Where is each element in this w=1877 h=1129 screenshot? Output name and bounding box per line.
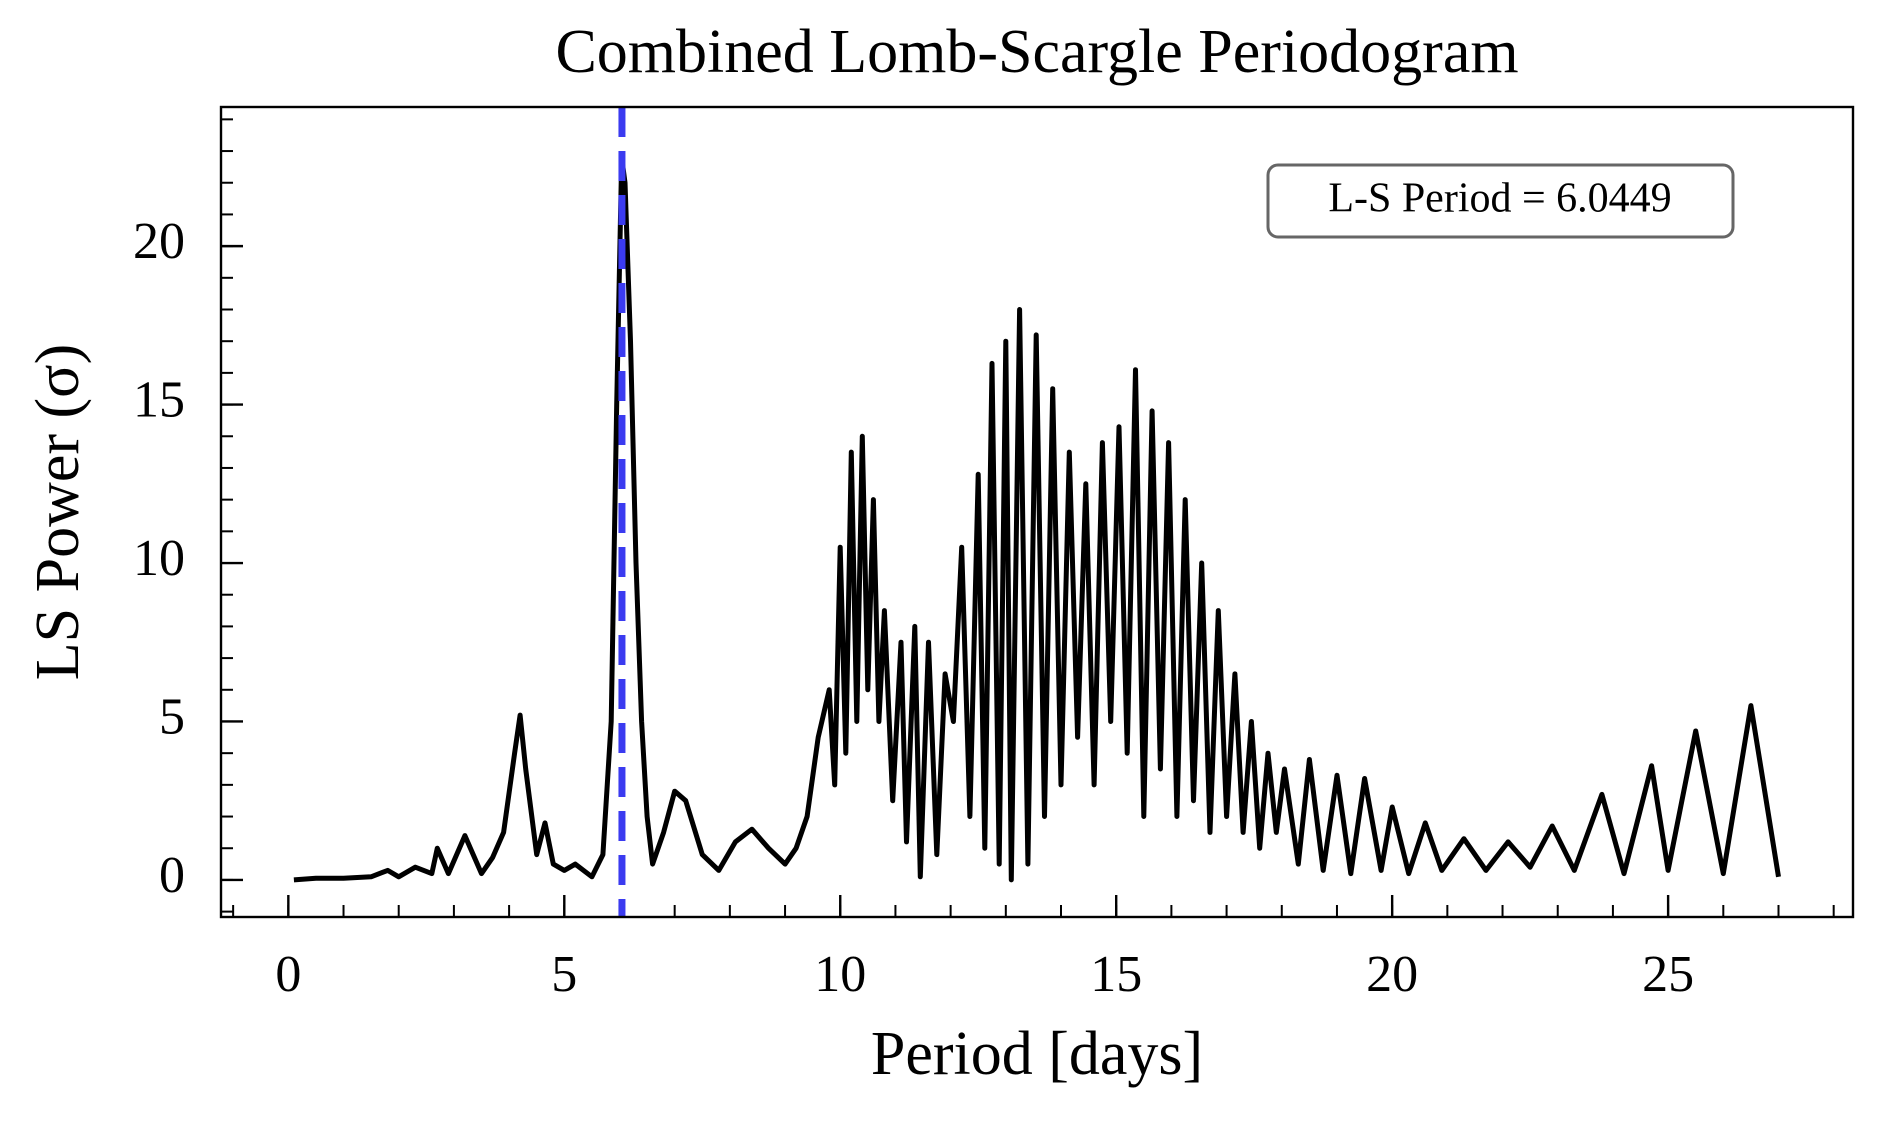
y-tick-label: 5: [159, 688, 185, 745]
plot-frame: [219, 105, 1855, 919]
y-tick-label: 20: [133, 213, 185, 270]
x-tick-label: 25: [1642, 946, 1694, 1003]
y-tick-label: 15: [133, 372, 185, 429]
y-tick-label: 10: [133, 530, 185, 587]
y-axis-label: LS Power (σ): [24, 344, 92, 681]
annotation-box: [1266, 163, 1735, 239]
y-tick-label: 0: [159, 847, 185, 904]
x-tick-label: 10: [814, 946, 866, 1003]
x-tick-label: 15: [1090, 946, 1142, 1003]
x-axis-label: Period [days]: [871, 1020, 1203, 1088]
annotation: L-S Period = 6.0449: [1328, 176, 1671, 222]
periodogram-line: [293, 154, 1781, 883]
x-tick-label: 0: [275, 946, 301, 1003]
x-tick-label: 5: [551, 946, 577, 1003]
chart-title: Combined Lomb-Scargle Periodogram: [555, 18, 1518, 86]
x-tick-label: 20: [1366, 946, 1418, 1003]
